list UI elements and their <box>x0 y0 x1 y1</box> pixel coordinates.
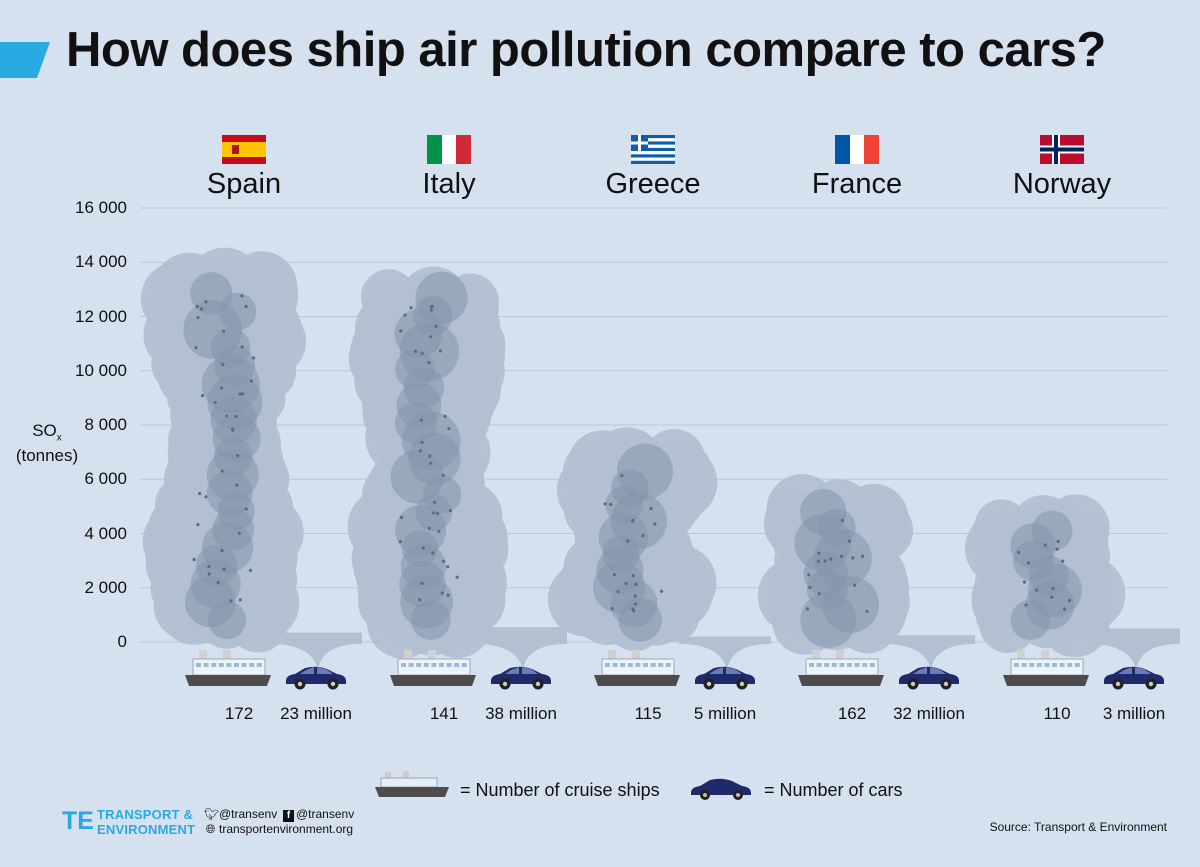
cruise-ship-icon <box>798 650 884 686</box>
website-link[interactable]: 🌐︎ transportenvironment.org <box>204 822 353 837</box>
website-link-text: transportenvironment.org <box>219 822 354 836</box>
y-tick-label: 0 <box>117 632 127 651</box>
y-axis-label: SOx (tonnes) <box>8 420 86 466</box>
ship-count-label: 115 <box>634 704 662 723</box>
y-tick-label: 14 000 <box>75 252 127 272</box>
car-icon <box>1104 666 1164 690</box>
logo-text-line1: TRANSPORT & <box>97 807 194 822</box>
y-axis-label-main: SO <box>32 421 57 440</box>
y-tick-label: 6 000 <box>84 469 127 489</box>
y-tick-label: 4 000 <box>84 523 127 543</box>
cruise-ship-icon <box>1003 650 1089 686</box>
bar-ship-emissions-france <box>757 474 914 655</box>
ship-count-label: 141 <box>429 704 459 723</box>
te-logo-icon: TE <box>62 807 94 835</box>
ship-count-label: 172 <box>224 704 254 723</box>
car-icon <box>491 666 551 690</box>
car-count-label: 3 million <box>1102 704 1166 723</box>
facebook-handle-text: @transenv <box>296 807 355 821</box>
car-count-label: 23 million <box>280 704 352 723</box>
flag-greece-icon <box>631 135 675 164</box>
bar-ship-emissions-italy <box>347 266 509 659</box>
country-label-spain: Spain <box>206 168 282 200</box>
flag-spain-icon <box>222 135 266 164</box>
twitter-handle[interactable]: 🐦︎@transenv <box>204 807 277 821</box>
flag-france-icon <box>835 135 879 164</box>
cruise-ship-icon <box>185 650 271 686</box>
y-tick-label: 8 000 <box>84 415 127 434</box>
twitter-handle-text: @transenv <box>219 807 278 821</box>
car-icon <box>286 666 346 690</box>
country-label-italy: Italy <box>422 168 476 200</box>
bar-car-emissions-spain <box>270 632 362 670</box>
globe-icon: 🌐︎ <box>205 822 216 836</box>
legend-ships-text: = Number of cruise ships <box>460 780 660 800</box>
ship-count-label: 162 <box>837 704 867 723</box>
bar-ship-emissions-spain <box>140 247 307 653</box>
country-label-greece: Greece <box>605 168 701 200</box>
bar-car-emissions-norway <box>1088 628 1180 670</box>
bar-car-emissions-france <box>883 635 975 670</box>
bar-ship-emissions-norway <box>964 494 1126 658</box>
car-icon <box>695 666 755 690</box>
bar-car-emissions-greece <box>679 636 771 670</box>
y-tick-label: 10 000 <box>75 360 127 380</box>
ship-count-label: 110 <box>1043 704 1071 723</box>
source-note: Source: Transport & Environment <box>989 820 1167 834</box>
page-title: How does ship air pollution compare to c… <box>66 23 1106 77</box>
car-count-label: 38 million <box>485 704 557 723</box>
y-tick-label: 12 000 <box>75 306 127 326</box>
y-tick-label: 2 000 <box>84 577 127 597</box>
country-label-norway: Norway <box>1012 168 1112 200</box>
car-count-label: 32 million <box>893 704 965 723</box>
twitter-icon: 🐦︎ <box>204 807 220 821</box>
bar-ship-emissions-greece <box>547 427 718 652</box>
flag-italy-icon <box>427 135 471 164</box>
legend-car-icon <box>691 778 751 800</box>
flag-norway-icon <box>1040 135 1084 164</box>
y-tick-label: 16 000 <box>75 198 127 217</box>
cruise-ship-icon <box>390 650 476 686</box>
facebook-handle[interactable]: f @transenv <box>283 807 354 822</box>
country-label-france: France <box>811 168 903 200</box>
y-axis-label-unit: (tonnes) <box>15 445 79 465</box>
car-icon <box>899 666 959 690</box>
legend-ship-icon <box>375 771 449 797</box>
facebook-icon: f <box>283 810 294 822</box>
y-axis-label-subscript: x <box>56 432 62 444</box>
car-count-label: 5 million <box>693 704 757 723</box>
cruise-ship-icon <box>594 650 680 686</box>
bar-car-emissions-italy <box>475 627 567 670</box>
legend-cars-text: = Number of cars <box>764 780 903 800</box>
logo-text-line2: ENVIRONMENT <box>97 822 196 837</box>
